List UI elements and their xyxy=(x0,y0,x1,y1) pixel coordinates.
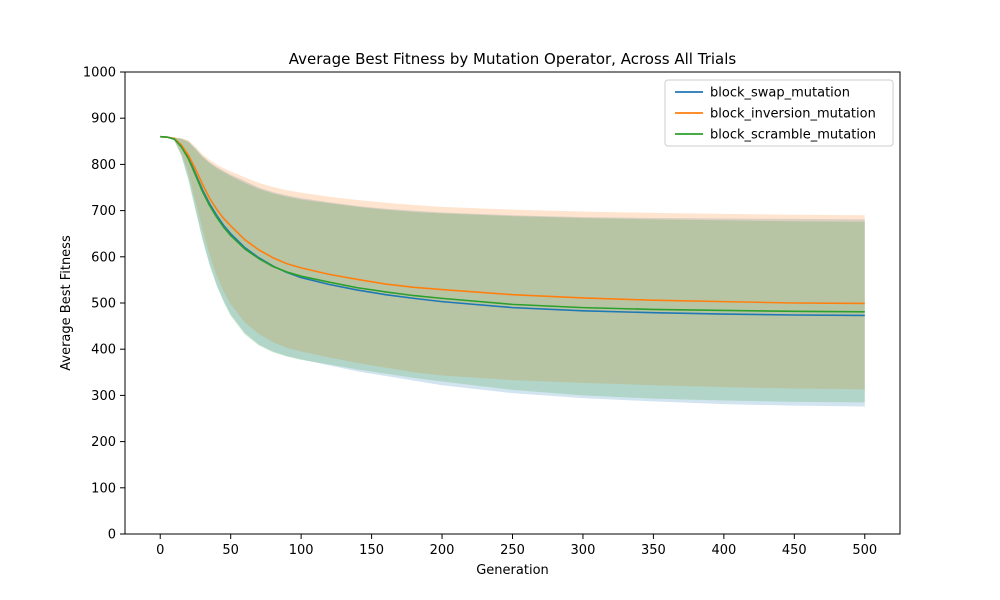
line-block_inversion_mutation xyxy=(160,135,865,305)
x-axis-label: Generation xyxy=(476,563,549,578)
x-tick-label: 450 xyxy=(782,543,807,558)
legend: block_swap_mutation block_inversion_mutat… xyxy=(664,79,894,147)
x-tick-label: 150 xyxy=(359,543,384,558)
line-block_scramble_mutation xyxy=(160,135,865,313)
y-tick-label: 500 xyxy=(91,297,116,312)
y-tick-label: 200 xyxy=(91,435,116,450)
legend-entry: block_scramble_mutation xyxy=(710,128,876,143)
y-tick-label: 900 xyxy=(91,112,116,127)
x-tick-label: 350 xyxy=(641,543,666,558)
y-tick-label: 1000 xyxy=(83,66,116,81)
legend-entry: block_swap_mutation xyxy=(710,86,850,101)
x-axis-ticks: 0 50 100 150 200 250 300 350 400 450 500 xyxy=(156,534,877,558)
y-tick-label: 700 xyxy=(91,204,116,219)
x-tick-label: 100 xyxy=(289,543,314,558)
y-axis-ticks: 0 100 200 300 400 500 600 700 800 900 1000 xyxy=(83,66,125,543)
legend-entry: block_inversion_mutation xyxy=(710,107,876,122)
x-tick-label: 300 xyxy=(571,543,596,558)
chart-title: Average Best Fitness by Mutation Operato… xyxy=(289,50,737,68)
y-tick-label: 600 xyxy=(91,250,116,265)
y-tick-label: 800 xyxy=(91,158,116,173)
band-block_swap_mutation xyxy=(160,136,865,407)
y-tick-label: 0 xyxy=(108,528,116,543)
x-tick-label: 200 xyxy=(430,543,455,558)
x-tick-label: 250 xyxy=(500,543,525,558)
y-tick-label: 400 xyxy=(91,343,116,358)
y-axis-label: Average Best Fitness xyxy=(59,235,74,371)
series-lines xyxy=(160,135,865,317)
band-block_scramble_mutation xyxy=(160,136,865,403)
x-tick-label: 400 xyxy=(711,543,736,558)
y-tick-label: 100 xyxy=(91,481,116,496)
x-tick-label: 0 xyxy=(156,543,164,558)
confidence-bands xyxy=(160,136,865,407)
x-tick-label: 50 xyxy=(222,543,239,558)
legend-box xyxy=(664,79,894,147)
band-block_inversion_mutation xyxy=(160,136,865,390)
x-tick-label: 500 xyxy=(852,543,877,558)
y-tick-label: 300 xyxy=(91,389,116,404)
